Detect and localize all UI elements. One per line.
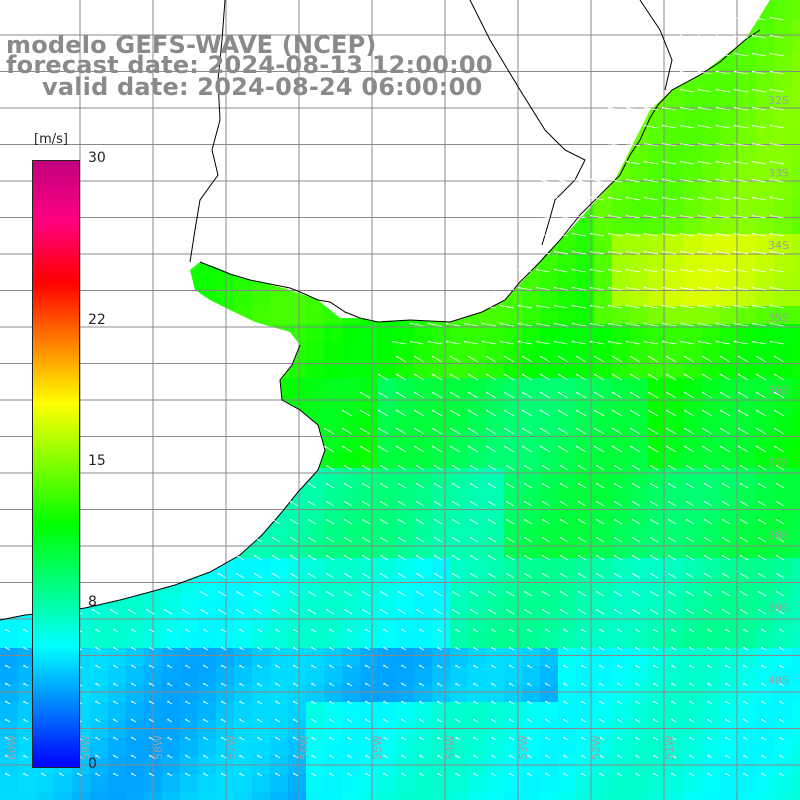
latitude-label: 34S — [768, 239, 789, 252]
latitude-label: 38S — [768, 529, 789, 542]
longitude-label: 59W — [79, 735, 92, 760]
colorbar-tick-label: 22 — [88, 311, 106, 328]
latitude-label: 40S — [768, 674, 789, 687]
longitude-label: 53W — [517, 735, 530, 760]
latitude-label: 39S — [768, 602, 789, 615]
colorbar-tick-label: 30 — [88, 150, 106, 166]
colorbar-tick-label: 8 — [88, 594, 97, 611]
wind-vectors — [2, 16, 785, 777]
longitude-labels: 60W 59W 58W 57W 56W 55W 54W 53W 52W 51W — [6, 735, 676, 760]
longitude-label: 54W — [444, 735, 457, 760]
latitude-label: 33S — [768, 167, 789, 180]
longitude-label: 58W — [152, 735, 165, 760]
colorbar-tick-label: 0 — [88, 756, 97, 772]
longitude-label: 55W — [371, 735, 384, 760]
land-mask — [0, 0, 770, 620]
latitude-labels: 32S 33S 34S 35S 36S 37S 38S 39S 40S — [768, 94, 789, 687]
forecast-date: forecast date: 2024-08-13 12:00:00 — [6, 51, 493, 79]
latitude-label: 32S — [768, 94, 789, 107]
colorbar — [32, 160, 80, 768]
latitude-label: 36S — [768, 384, 789, 397]
valid-date: valid date: 2024-08-24 06:00:00 — [42, 73, 483, 101]
colorbar-unit: [m/s] — [34, 132, 68, 147]
longitude-label: 51W — [663, 735, 676, 760]
coastline — [0, 0, 761, 621]
longitude-label: 52W — [590, 735, 603, 760]
longitude-label: 60W — [6, 735, 19, 760]
colorbar-tick-label: 15 — [88, 453, 106, 469]
latitude-label: 35S — [768, 312, 789, 325]
model-title: modelo GEFS-WAVE (NCEP) — [6, 31, 377, 59]
latitude-label: 37S — [768, 457, 789, 470]
longitude-label: 57W — [225, 735, 238, 760]
longitude-label: 56W — [298, 735, 311, 760]
